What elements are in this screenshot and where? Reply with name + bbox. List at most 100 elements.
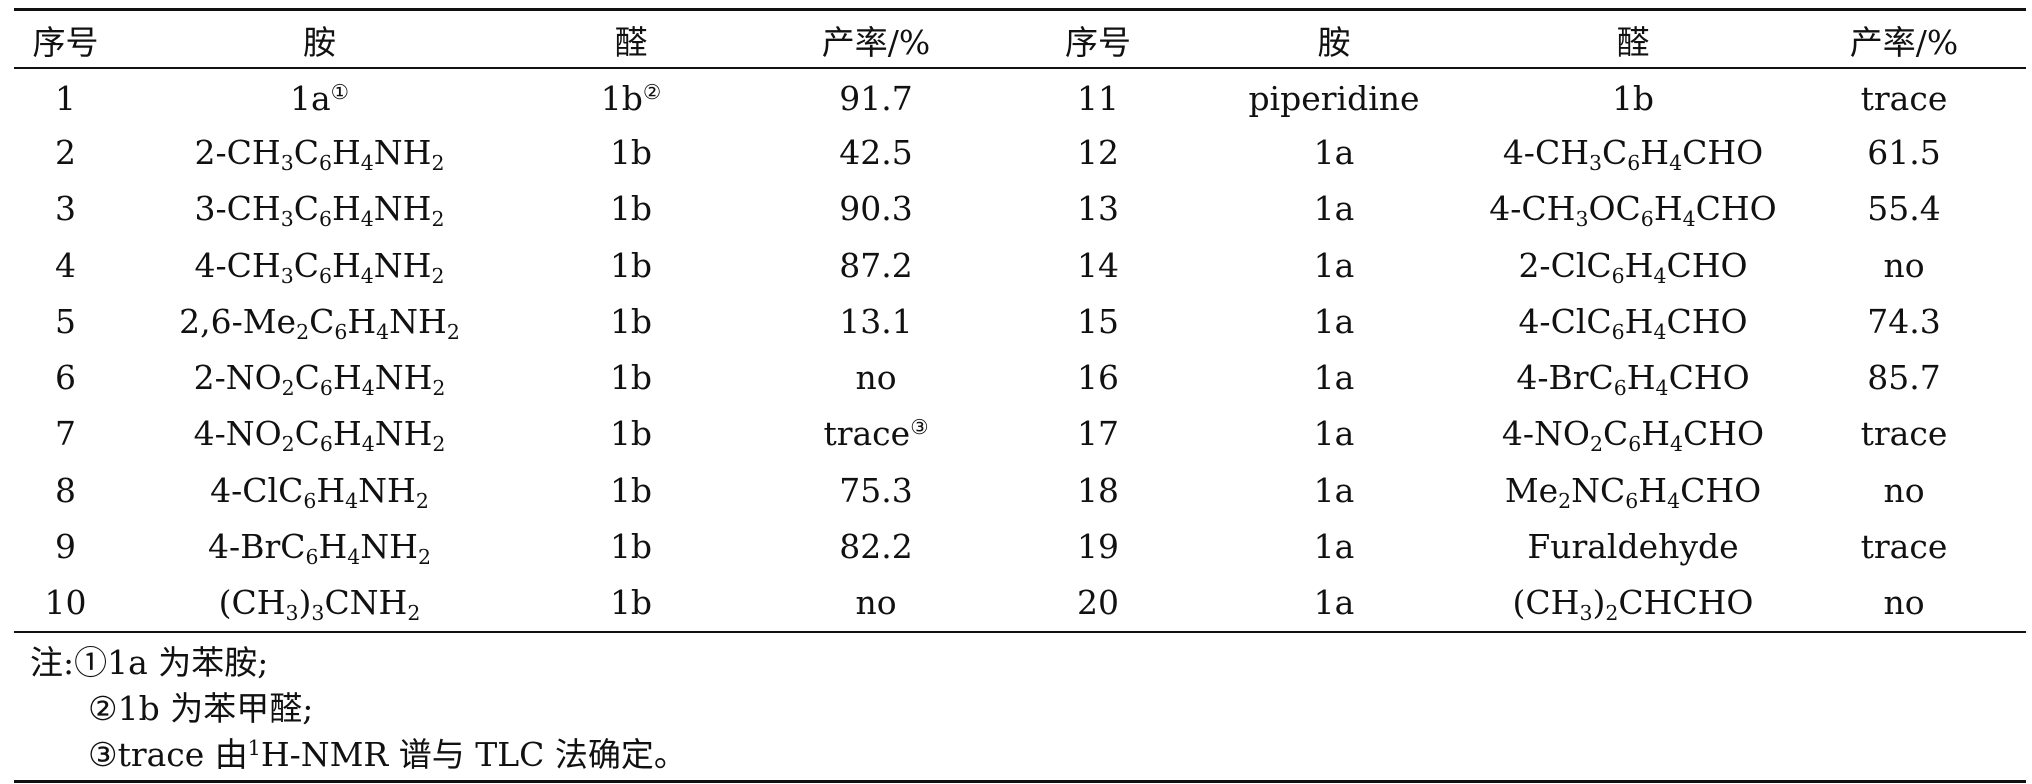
text-segment: H — [332, 189, 361, 229]
subscript: 4 — [361, 432, 375, 457]
text-segment: H — [316, 470, 346, 510]
text-segment: 1b — [609, 470, 653, 510]
text-segment: H — [332, 132, 361, 172]
text-segment: CHO — [1680, 470, 1762, 510]
text-segment: trace — [1860, 78, 1948, 118]
text-segment: CHO — [1682, 132, 1764, 172]
subscript: 2 — [281, 432, 295, 457]
text-segment: trace — [1860, 527, 1948, 567]
yield-cell: trace — [1782, 518, 2026, 574]
text-segment: C — [294, 414, 320, 454]
yield-cell: trace③ — [740, 406, 1012, 462]
subscript: 3 — [1579, 601, 1593, 626]
text-segment: H — [1640, 132, 1670, 172]
table-row: 6 2-NO2C6H4NH2 1b no 16 1a 4-BrC6H4CHO 85.7 — [14, 349, 2026, 405]
amine-cell: 1a — [1184, 181, 1484, 237]
text-segment: 1b — [609, 132, 653, 172]
text-segment: 1a — [290, 78, 331, 118]
header-aldehyde: 醛 — [1616, 22, 1650, 62]
subscript: 3 — [280, 207, 294, 232]
header-serial: 序号 — [32, 22, 99, 62]
serial-cell: 1 — [55, 78, 76, 118]
text-segment: OC — [1588, 189, 1641, 229]
aldehyde-cell: 1b — [522, 124, 740, 180]
text-segment: 4-CH — [194, 245, 281, 285]
aldehyde-cell: Furaldehyde — [1484, 518, 1782, 574]
subscript: 6 — [334, 319, 348, 344]
subscript: 2 — [1589, 432, 1603, 457]
text-segment: 91.7 — [839, 78, 913, 118]
text-segment: NH — [373, 132, 432, 172]
subscript: 2 — [415, 488, 429, 513]
aldehyde-cell: 1b — [522, 518, 740, 574]
subscript: 2 — [431, 207, 445, 232]
text-segment: 1a — [1313, 470, 1355, 510]
text-segment: 1a — [1313, 189, 1355, 229]
text-segment: H — [1641, 414, 1671, 454]
text-segment: 4-ClC — [1518, 301, 1612, 341]
subscript: 2 — [281, 376, 295, 401]
table-row: 5 2,6-Me2C6H4NH2 1b 13.1 15 1a 4-ClC6H4CHO 74.3 — [14, 293, 2026, 349]
subscript: 4 — [360, 207, 374, 232]
text-segment: CHO — [1683, 414, 1765, 454]
header-aldehyde: 醛 — [614, 22, 648, 62]
text-segment: 1b — [1611, 78, 1655, 118]
subscript: 2 — [407, 601, 421, 626]
yield-cell: no — [1782, 462, 2026, 518]
text-segment: H — [1626, 358, 1656, 398]
subscript: 4 — [1653, 263, 1667, 288]
subscript: 2 — [296, 319, 310, 344]
text-segment: NH — [358, 470, 416, 510]
amine-cell: 3-CH3C6H4NH2 — [117, 181, 522, 237]
text-segment: 2-NO — [193, 358, 282, 398]
yield-cell: 61.5 — [1782, 124, 2026, 180]
amine-cell: 2,6-Me2C6H4NH2 — [117, 293, 522, 349]
serial-cell: 10 — [44, 583, 87, 623]
subscript: 4 — [1653, 319, 1667, 344]
subscript: 6 — [319, 376, 333, 401]
amine-cell: 1a — [1184, 462, 1484, 518]
text-segment: 3-CH — [194, 189, 281, 229]
amine-cell: 1a — [1184, 575, 1484, 631]
yield-cell: no — [1782, 237, 2026, 293]
header-amine: 胺 — [1317, 22, 1351, 62]
text-segment: no — [1883, 245, 1925, 285]
text-segment: trace — [1860, 414, 1948, 454]
subscript: 4 — [1670, 432, 1684, 457]
serial-cell: 16 — [1077, 358, 1119, 398]
text-segment: 4-ClC — [210, 470, 304, 510]
text-segment: 4-CH — [1502, 132, 1589, 172]
text-segment: ) — [298, 583, 312, 623]
text-segment: H — [1653, 189, 1683, 229]
subscript: 6 — [1640, 207, 1654, 232]
text-segment: ) — [1592, 583, 1606, 623]
text-segment: H — [1624, 301, 1654, 341]
footnote-line: ②1b 为苯甲醛; — [30, 686, 687, 732]
amine-cell: 4-ClC6H4NH2 — [117, 462, 522, 518]
header-row: 序号 胺 醛 产率/% 序号 胺 醛 产率/% — [14, 11, 2026, 68]
text-segment: 2-CH — [194, 132, 281, 172]
subscript: 2 — [1558, 488, 1572, 513]
amine-cell: 4-CH3C6H4NH2 — [117, 237, 522, 293]
text-segment: 74.3 — [1867, 301, 1941, 341]
table-row: 9 4-BrC6H4NH2 1b 82.2 19 1a Furaldehyde trace — [14, 518, 2026, 574]
yield-cell: 42.5 — [740, 124, 1012, 180]
yield-cell: 87.2 — [740, 237, 1012, 293]
table-row: 8 4-ClC6H4NH2 1b 75.3 18 1a Me2NC6H4CHO no — [14, 462, 2026, 518]
subscript: 2 — [446, 319, 460, 344]
table-row: 1 1a① 1b② 91.7 11 piperidine 1b trace — [14, 68, 2026, 124]
amine-cell: (CH3)3CNH2 — [117, 575, 522, 631]
text-segment: CHCHO — [1618, 583, 1754, 623]
text-segment: 82.2 — [839, 527, 913, 567]
text-segment: 85.7 — [1867, 358, 1941, 398]
amine-cell: 1a — [1184, 518, 1484, 574]
aldehyde-cell: 4-NO2C6H4CHO — [1484, 406, 1782, 462]
yield-cell: 75.3 — [740, 462, 1012, 518]
yield-cell: no — [740, 575, 1012, 631]
text-segment: 87.2 — [839, 245, 913, 285]
text-segment: 1b — [609, 245, 653, 285]
text-segment: C — [309, 301, 335, 341]
subscript: 2 — [1605, 601, 1619, 626]
table-row: 10 (CH3)3CNH2 1b no 20 1a (CH3)2CHCHO no — [14, 575, 2026, 631]
aldehyde-cell: (CH3)2CHCHO — [1484, 575, 1782, 631]
